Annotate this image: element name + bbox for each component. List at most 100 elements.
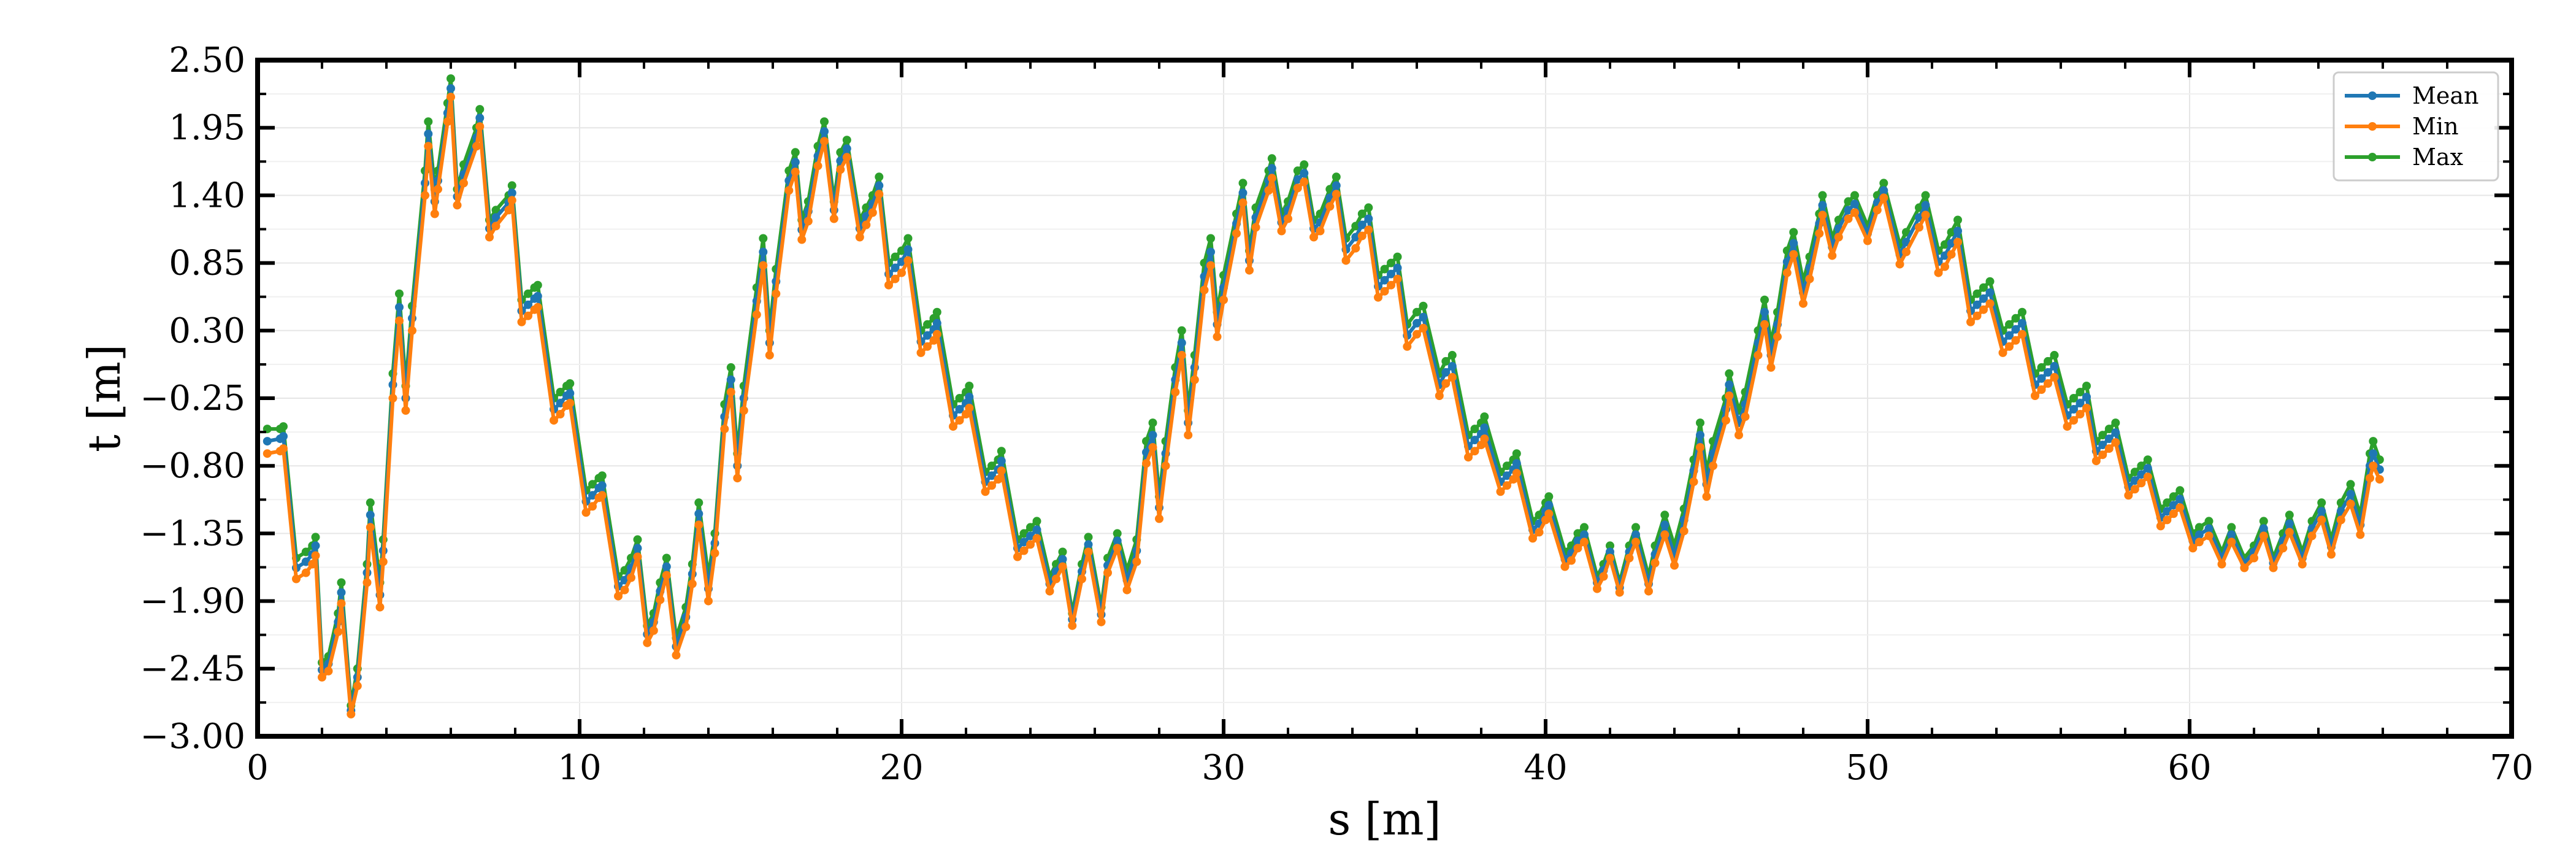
data-point-mean bbox=[507, 188, 516, 198]
data-point-max bbox=[1879, 179, 1888, 188]
data-point-min bbox=[504, 206, 513, 215]
data-point-min bbox=[965, 404, 974, 412]
data-point-min bbox=[2375, 475, 2384, 484]
data-point-min bbox=[581, 508, 591, 517]
data-point-min bbox=[1644, 587, 1653, 596]
data-point-mean bbox=[1267, 164, 1276, 173]
data-point-mean bbox=[447, 84, 455, 93]
series-line-min bbox=[267, 95, 2382, 716]
data-point-min bbox=[662, 571, 671, 580]
data-point-min bbox=[1567, 556, 1576, 565]
data-point-min bbox=[1013, 552, 1022, 561]
data-point-mean bbox=[1113, 536, 1122, 545]
data-point-max bbox=[1850, 191, 1859, 200]
data-point-max bbox=[875, 172, 884, 182]
grid bbox=[257, 60, 2512, 737]
data-point-mean bbox=[1441, 368, 1451, 377]
data-point-max bbox=[2130, 468, 2139, 477]
data-point-min bbox=[765, 350, 774, 360]
data-point-max bbox=[932, 307, 941, 317]
data-point-mean bbox=[1177, 338, 1186, 347]
data-point-min bbox=[2063, 422, 2072, 431]
data-point-min bbox=[1631, 537, 1640, 547]
data-point-min bbox=[1725, 391, 1734, 400]
data-point-max bbox=[1419, 301, 1428, 310]
data-point-max bbox=[1332, 172, 1341, 182]
data-point-mean bbox=[923, 331, 932, 340]
data-point-min bbox=[1026, 540, 1035, 549]
data-point-max bbox=[1941, 240, 1949, 249]
data-point-min bbox=[791, 168, 800, 177]
legend-marker-mean bbox=[2368, 91, 2377, 100]
data-point-mean bbox=[875, 181, 884, 190]
data-point-min bbox=[1206, 261, 1215, 270]
data-point-mean bbox=[1844, 206, 1853, 215]
legend-marker-min bbox=[2368, 122, 2377, 131]
data-point-mean bbox=[965, 393, 974, 401]
data-point-min bbox=[1741, 412, 1750, 422]
data-point-mean bbox=[791, 158, 800, 167]
data-point-min bbox=[710, 549, 719, 558]
data-point-min bbox=[1650, 558, 1660, 568]
data-point-min bbox=[2050, 372, 2059, 382]
data-point-min bbox=[2031, 391, 2039, 400]
data-point-min bbox=[903, 256, 913, 265]
data-point-min bbox=[1155, 514, 1163, 523]
data-point-min bbox=[491, 221, 500, 231]
data-point-min bbox=[1219, 295, 1228, 304]
data-point-min bbox=[1512, 469, 1521, 478]
data-point-mean bbox=[1696, 431, 1704, 440]
data-point-min bbox=[981, 487, 990, 496]
data-point-max bbox=[2082, 382, 2091, 390]
data-point-mean bbox=[2317, 507, 2326, 516]
data-point-min bbox=[588, 502, 597, 511]
data-point-min bbox=[334, 627, 343, 636]
data-point-mean bbox=[891, 263, 900, 272]
data-point-max bbox=[1947, 228, 1956, 237]
data-point-max bbox=[2169, 492, 2178, 501]
data-point-max bbox=[2137, 461, 2146, 471]
data-point-min bbox=[2011, 336, 2020, 345]
data-point-min bbox=[1413, 329, 1421, 339]
data-point-max bbox=[1921, 191, 1930, 200]
data-point-mean bbox=[2204, 524, 2214, 533]
data-point-min bbox=[1606, 553, 1614, 563]
data-point-mean bbox=[2098, 441, 2107, 450]
data-point-max bbox=[1760, 295, 1769, 304]
data-point-min bbox=[1985, 299, 1995, 308]
data-point-mean bbox=[337, 588, 346, 597]
data-point-min bbox=[1441, 379, 1451, 388]
data-point-min bbox=[1503, 481, 1511, 490]
data-point-mean bbox=[1573, 536, 1582, 545]
data-point-mean bbox=[1850, 199, 1859, 209]
data-point-min bbox=[2069, 416, 2078, 425]
data-point-min bbox=[649, 626, 658, 635]
y-tick-label: −2.45 bbox=[140, 649, 245, 689]
data-point-min bbox=[1696, 443, 1704, 452]
data-point-mean bbox=[1058, 555, 1067, 564]
data-point-min bbox=[1879, 193, 1888, 202]
data-point-min bbox=[443, 117, 452, 126]
data-point-mean bbox=[2143, 464, 2152, 473]
data-point-max bbox=[694, 498, 703, 507]
data-point-max bbox=[987, 461, 996, 471]
data-point-mean bbox=[588, 491, 597, 500]
data-point-mean bbox=[759, 247, 768, 256]
data-point-min bbox=[2175, 503, 2185, 512]
data-point-min bbox=[2327, 550, 2336, 559]
data-point-mean bbox=[1447, 361, 1457, 371]
data-point-mean bbox=[2076, 399, 2085, 407]
data-point-mean bbox=[2369, 449, 2378, 458]
data-point-mean bbox=[1631, 530, 1640, 539]
data-point-min bbox=[694, 520, 703, 530]
data-point-min bbox=[1277, 226, 1286, 236]
data-point-min bbox=[1122, 585, 1132, 595]
data-point-max bbox=[1084, 533, 1093, 542]
data-point-max bbox=[1032, 517, 1041, 526]
data-point-max bbox=[2163, 498, 2172, 507]
data-point-max bbox=[955, 394, 964, 403]
data-point-mean bbox=[1332, 181, 1341, 190]
data-point-min bbox=[388, 394, 397, 403]
